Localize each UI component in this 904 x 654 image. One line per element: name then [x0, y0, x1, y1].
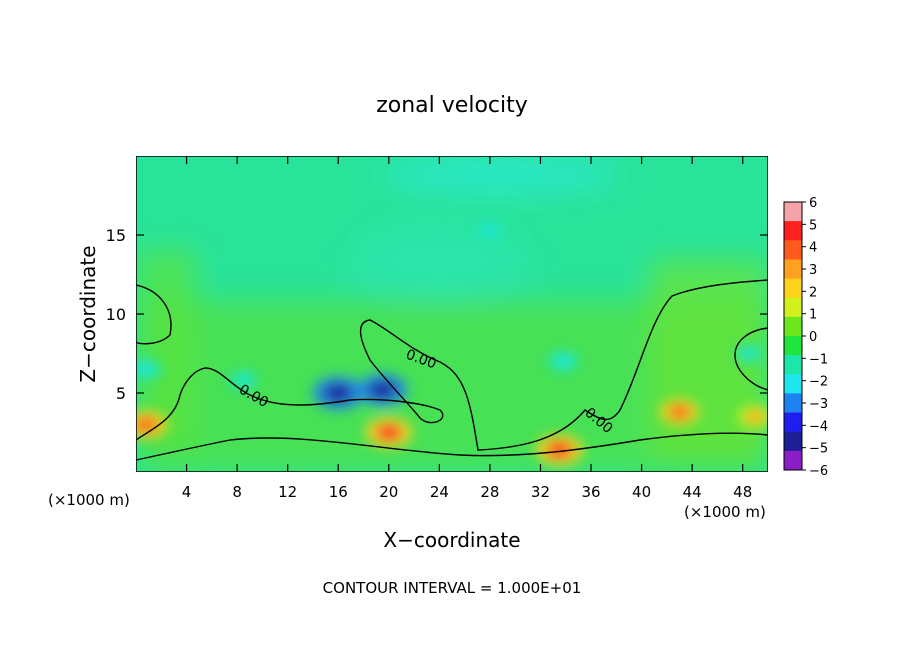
- colorbar-tick-label: 4: [809, 241, 817, 256]
- colorbar-tick-label: −5: [809, 442, 828, 457]
- x-tick-label: 20: [379, 483, 398, 501]
- colorbar: 6 5 4 3 2 1 0 −1 −2 −3 −4 −5 −6: [783, 196, 828, 479]
- field-feature-core: [368, 381, 397, 399]
- x-tick-label: 40: [632, 483, 651, 501]
- colorbar-swatch: [784, 316, 802, 337]
- colorbar-swatch: [784, 336, 802, 356]
- x-tick-label: 32: [531, 483, 550, 501]
- x-tick-label: 48: [733, 483, 752, 501]
- field-feature-core: [236, 375, 251, 386]
- colorbar-tick-label: −3: [809, 397, 828, 412]
- colorbar-swatch: [784, 240, 802, 260]
- contour-line-right: [734, 327, 768, 391]
- field-feature-core: [745, 410, 765, 423]
- colorbar-tick-label: 6: [809, 196, 817, 211]
- contour-line-base: [136, 432, 768, 461]
- plot-area: 0.00 0.00 0.00: [136, 156, 768, 472]
- colorbar-tick-label: 5: [809, 218, 817, 233]
- chart-title: zonal velocity: [376, 93, 528, 118]
- colorbar-tick-label: 1: [809, 308, 817, 323]
- colorbar-tick-label: −1: [809, 352, 828, 367]
- contours: [136, 279, 768, 461]
- field-feature-core: [375, 424, 402, 441]
- colorbar-swatch: [784, 221, 802, 241]
- colorbar-tick-label: −2: [809, 375, 828, 390]
- x-unit-right: (×1000 m): [684, 503, 766, 521]
- x-tick-label: 36: [581, 483, 600, 501]
- y-tick-label: 10: [106, 305, 126, 324]
- colorbar-swatch: [784, 412, 802, 433]
- x-tick-label: 28: [480, 483, 499, 501]
- y-axis-label: Z−coordinate: [76, 245, 100, 382]
- x-tick-label: 16: [329, 483, 348, 501]
- x-tick-label: 8: [232, 483, 242, 501]
- field-features: [136, 221, 768, 466]
- contour-line-left: [136, 284, 172, 345]
- colorbar-swatch: [784, 297, 802, 318]
- x-tick-label: 12: [278, 483, 297, 501]
- colorbar-tick-label: −6: [809, 464, 828, 479]
- x-unit-left: (×1000 m): [48, 491, 130, 509]
- x-tick-label: 44: [683, 483, 702, 501]
- colorbar-swatch: [784, 259, 802, 280]
- field-feature-core: [137, 363, 155, 375]
- y-tick-label: 5: [116, 384, 126, 403]
- colorbar-swatch: [784, 202, 802, 222]
- field-feature-core: [136, 417, 158, 433]
- colorbar-swatch: [784, 374, 802, 394]
- field-blobs: [136, 156, 768, 472]
- field-feature-core: [324, 384, 353, 402]
- x-axis: 4 8 12 16 20 24 28 32 36 40 44 48: [182, 156, 752, 501]
- contour-interval: CONTOUR INTERVAL = 1.000E+01: [323, 579, 582, 597]
- field-feature-core: [554, 355, 572, 367]
- colorbar-swatch: [784, 450, 802, 471]
- colorbar-swatch: [784, 431, 802, 452]
- colorbar-tick-label: 0: [809, 330, 817, 345]
- x-axis-label: X−coordinate: [383, 528, 520, 552]
- contour-line-low: [136, 279, 768, 451]
- x-tick-label: 4: [182, 483, 192, 501]
- y-tick-label: 15: [106, 226, 126, 245]
- colorbar-swatch: [784, 355, 802, 375]
- colorbar-tick-label: −4: [809, 419, 828, 434]
- colorbar-tick-label: 3: [809, 263, 817, 278]
- colorbar-swatch: [784, 393, 802, 414]
- field-feature-core: [482, 225, 498, 236]
- field-feature-core: [546, 441, 573, 459]
- colorbar-tick-label: 2: [809, 285, 817, 300]
- field-feature-core: [668, 405, 691, 419]
- field-feature-core: [741, 348, 757, 359]
- y-axis: 5 10 15: [106, 226, 768, 403]
- x-tick-label: 24: [430, 483, 449, 501]
- colorbar-swatch: [784, 278, 802, 299]
